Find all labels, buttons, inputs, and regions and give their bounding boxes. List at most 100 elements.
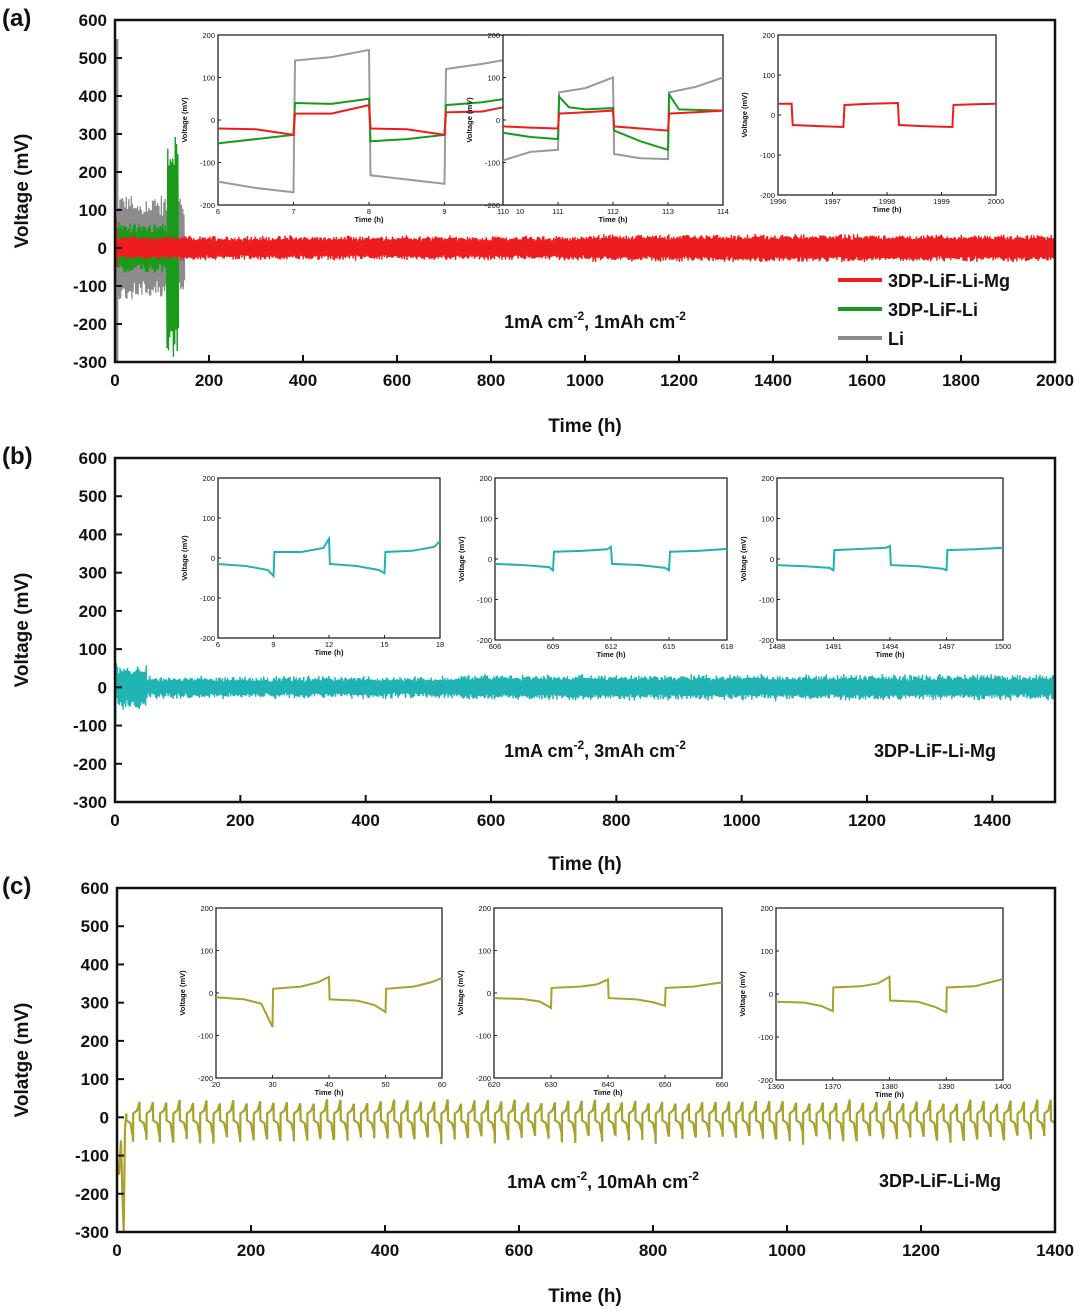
y-tick-label: -300	[73, 793, 107, 812]
y-tick-label: 300	[79, 125, 107, 144]
annotation-superscript: -2	[688, 1169, 699, 1183]
x-tick-label: 400	[351, 811, 379, 830]
inset-x-axis-title: Time (h)	[593, 1088, 623, 1097]
y-tick-label: 200	[79, 163, 107, 182]
inset-series-3dp-lif-li-mg	[215, 975, 443, 1028]
inset-x-tick-label: 1360	[768, 1082, 785, 1091]
series-3dp-lif-li-mg	[117, 1099, 1055, 1232]
sample-label: 3DP-LiF-Li-Mg	[874, 741, 996, 761]
inset-y-tick-label: -200	[477, 636, 492, 645]
x-tick-label: 0	[110, 371, 119, 390]
inset-series-3dp-lif-li	[502, 91, 724, 152]
inset-2: 606 609 612 615 618 -200 -100 0 100 200 Time (h) Vo…	[457, 474, 733, 659]
x-tick-label: 600	[383, 371, 411, 390]
legend: 3DP-LiF-Li-Mg 3DP-LiF-Li Li	[838, 271, 1010, 349]
y-tick-label: -300	[73, 353, 107, 372]
x-tick-label: 1400	[754, 371, 792, 390]
x-tick-label: 1400	[973, 811, 1011, 830]
inset-x-tick-label: 1998	[879, 197, 896, 206]
inset-x-tick-label: 40	[325, 1080, 333, 1089]
inset-x-tick-label: 15	[380, 640, 388, 649]
inset-y-tick-label: -200	[759, 636, 774, 645]
inset-series-3dp-lif-li-mg	[493, 977, 723, 1010]
panel-label: (a)	[2, 5, 31, 32]
x-tick-label: 200	[195, 371, 223, 390]
x-tick-label: 600	[477, 811, 505, 830]
inset-1: 6 7 8 9 10 -200 -100 0 100 200 Time (h) Voltage (mV…	[180, 31, 524, 224]
y-tick-label: -100	[75, 1147, 109, 1166]
inset-y-tick-label: 100	[479, 515, 492, 524]
inset-series-3dp-lif-li-mg	[494, 545, 728, 573]
annotation-superscript: -2	[574, 738, 585, 752]
annotation-text: , 3mAh cm	[584, 741, 675, 761]
x-tick-label: 400	[371, 1241, 399, 1260]
inset-series-3dp-lif-li-mg	[217, 535, 441, 579]
plot-frame	[113, 456, 1057, 804]
y-tick-label: 400	[79, 87, 107, 106]
inset-y-tick-label: 200	[202, 31, 215, 40]
annotation-superscript: -2	[576, 1169, 587, 1183]
y-tick-label: 200	[79, 602, 107, 621]
x-tick-label: 200	[237, 1241, 265, 1260]
inset-y-tick-label: -200	[758, 1076, 773, 1085]
inset-y-tick-label: -100	[476, 1032, 491, 1041]
inset-x-tick-label: 1488	[769, 642, 786, 651]
inset-y-tick-label: 100	[487, 74, 500, 83]
inset-x-axis-title: Time (h)	[354, 215, 384, 224]
x-tick-label: 800	[602, 811, 630, 830]
sample-label: 3DP-LiF-Li-Mg	[879, 1171, 1001, 1191]
y-tick-label: -100	[73, 277, 107, 296]
inset-x-tick-label: 6	[216, 207, 220, 216]
inset-2: 110 111 112 113 114 -200 -100 0 100 200 Time (h) Vo…	[465, 31, 729, 224]
inset-3: 1360 1370 1380 1390 1400 -200 -100 0 100 200 Time …	[738, 904, 1011, 1099]
y-tick-label: -200	[73, 315, 107, 334]
x-tick-label: 1000	[768, 1241, 806, 1260]
inset-3: 1996 1997 1998 1999 2000 -200 -100 0 100 200 Time …	[740, 31, 1004, 214]
inset-y-tick-label: 100	[478, 947, 491, 956]
inset-y-tick-label: 100	[202, 514, 215, 523]
x-tick-label: 1200	[660, 371, 698, 390]
inset-series-3dp-lif-li-mg	[217, 102, 521, 137]
inset-y-tick-label: 200	[762, 31, 775, 40]
inset-x-tick-label: 1500	[995, 642, 1012, 651]
inset-y-tick-label: 200	[200, 904, 213, 913]
inset-y-tick-label: -100	[477, 596, 492, 605]
x-axis-title: Time (h)	[548, 854, 622, 875]
inset-y-tick-label: 200	[202, 474, 215, 483]
inset-y-tick-label: 200	[760, 904, 773, 913]
inset-x-tick-label: 12	[325, 640, 333, 649]
inset-y-tick-label: 0	[211, 116, 215, 125]
inset-x-axis-title: Time (h)	[596, 650, 626, 659]
x-tick-label: 400	[289, 371, 317, 390]
inset-y-tick-label: 100	[202, 74, 215, 83]
inset-x-tick-label: 640	[602, 1080, 615, 1089]
inset-series-3dp-lif-li-mg	[502, 109, 724, 132]
annotation-superscript: -2	[675, 738, 686, 752]
y-tick-label: -200	[73, 755, 107, 774]
inset-y-tick-label: -100	[200, 159, 215, 168]
annotation-superscript: -2	[675, 309, 686, 323]
annotation-text: 1mA cm	[504, 312, 573, 332]
y-tick-label: 300	[81, 994, 109, 1013]
inset-x-axis-title: Time (h)	[875, 1090, 905, 1099]
y-tick-label: 500	[79, 487, 107, 506]
y-tick-label: -100	[73, 717, 107, 736]
inset-y-axis-title: Voltage (mV)	[178, 970, 187, 1016]
y-tick-label: 100	[81, 1070, 109, 1089]
inset-y-tick-label: 0	[209, 989, 213, 998]
inset-y-tick-label: -100	[200, 594, 215, 603]
inset-y-axis-title: Voltage (mV)	[180, 97, 189, 143]
inset-x-tick-label: 114	[717, 207, 729, 216]
inset-y-tick-label: 100	[761, 515, 774, 524]
inset-1: 20 30 40 50 60 -200 -100 0 100 200 Time (h) Voltage…	[178, 904, 446, 1097]
y-tick-label: -300	[75, 1223, 109, 1242]
inset-x-tick-label: 7	[291, 207, 295, 216]
condition-annotation: 1mA cm-2, 3mAh cm-2	[504, 738, 686, 761]
inset-x-tick-label: 111	[552, 207, 563, 216]
inset-x-tick-label: 6	[216, 640, 220, 649]
inset-y-axis-title: Voltage (mV)	[457, 536, 466, 582]
inset-x-tick-label: 1491	[825, 642, 842, 651]
inset-x-tick-label: 110	[497, 207, 509, 216]
inset-y-tick-label: 0	[487, 989, 491, 998]
